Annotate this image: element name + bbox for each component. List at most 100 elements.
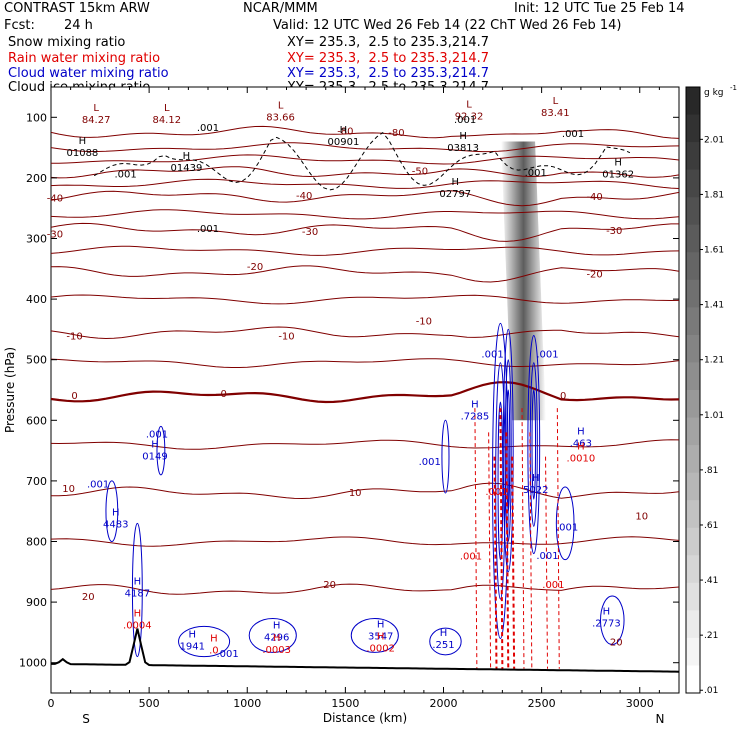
temperature-contour--25: [51, 245, 679, 256]
temperature-label: 0: [221, 389, 227, 400]
field-cloud-water-xy: XY= 235.3, 2.5 to 235.3,214.7: [287, 66, 490, 81]
plot-frame: [50, 86, 680, 694]
temperature-contour-20: [51, 583, 679, 595]
cloud-water-contour: [531, 389, 537, 500]
colorbar-label: .01: [704, 686, 718, 696]
low-marker: L: [278, 101, 284, 112]
y-axis-title: Pressure (hPa): [3, 347, 17, 433]
temperature-contour--80: [51, 125, 679, 139]
terrain-surface: [51, 628, 679, 673]
x-tick-label: 3000: [626, 697, 654, 710]
low-marker: L: [164, 103, 170, 114]
extremum-value: 01088: [66, 148, 98, 159]
colorbar-band: [686, 555, 700, 584]
high-marker: H: [151, 439, 159, 450]
field-rain-name: Rain water mixing ratio: [8, 51, 161, 66]
extremum-value: 83.66: [266, 113, 295, 124]
colorbar-label: 1.01: [704, 411, 724, 421]
colorbar-band: [686, 390, 700, 419]
high-marker: H: [134, 576, 142, 587]
contour-value-label: .001: [114, 170, 136, 181]
temperature-contour--60: [51, 154, 679, 165]
y-tick-label: 400: [26, 293, 47, 306]
colorbar-unit: g kg: [704, 88, 724, 98]
temperature-contour--30: [51, 222, 679, 242]
valid-time: Valid: 12 UTC Wed 26 Feb 14 (22 ChT Wed …: [273, 18, 622, 33]
temperature-contour--50: [51, 166, 679, 179]
cloud-water-contour: [497, 401, 504, 561]
cloud-water-contour: [178, 625, 231, 658]
cloud-water-contour: [429, 627, 462, 656]
cloud-water-contour: [529, 362, 538, 527]
extremum-value: .0: [209, 645, 219, 656]
rain-water-contour: [545, 456, 549, 669]
field-rain-xy: XY= 235.3, 2.5 to 235.3,214.7: [287, 51, 490, 66]
high-marker: H: [532, 473, 540, 484]
x-tick-label: 500: [139, 697, 160, 710]
temperature-label: 10: [62, 484, 75, 495]
snow-mixing-ratio-contour: [93, 132, 631, 191]
extremum-value: 00901: [328, 137, 360, 148]
colorbar-band: [686, 142, 700, 171]
temperature-label: -10: [416, 316, 432, 327]
x-tick-label: 0: [48, 697, 55, 710]
y-tick-label: 200: [26, 172, 47, 185]
contour-value-label: .001: [197, 123, 219, 134]
colorbar-label: 1.41: [704, 301, 724, 311]
temperature-contour--10: [51, 326, 679, 340]
temperature-label: 20: [82, 592, 95, 603]
colorbar-band: [686, 417, 700, 446]
high-marker: H: [112, 507, 120, 518]
high-marker: H: [440, 628, 448, 639]
extremum-value: 3547: [368, 631, 393, 642]
colorbar-band: [686, 279, 700, 308]
colorbar-band: [686, 87, 700, 116]
high-marker: H: [134, 609, 142, 620]
temperature-contour--5: [51, 358, 679, 368]
high-marker: H: [577, 427, 585, 438]
extremum-value: 0149: [142, 451, 167, 462]
south-label: S: [82, 712, 90, 726]
colorbar-label: .21: [704, 631, 718, 641]
extremum-value: .7285: [461, 411, 490, 422]
cloud-ice-shading: [501, 141, 546, 421]
temperature-contour-5: [51, 439, 679, 450]
temperature-label: -30: [302, 227, 318, 238]
temperature-contour--15: [51, 294, 679, 305]
contour-value-label: .001: [481, 350, 503, 361]
extremum-value: 84.12: [152, 115, 181, 126]
high-marker: H: [377, 632, 385, 643]
extremum-value: 4296: [264, 633, 289, 644]
north-label: N: [656, 712, 665, 726]
temperature-contour--40: [51, 190, 679, 207]
cloud-water-contour: [600, 595, 625, 646]
colorbar-label: .81: [704, 466, 718, 476]
x-axis-title: Distance (km): [323, 711, 407, 725]
temperature-label: 20: [610, 637, 623, 648]
contour-value-label: .001: [454, 115, 476, 126]
extremum-value: 84.27: [82, 115, 111, 126]
extremum-value: 92.32: [455, 111, 484, 122]
forecast-label: Fcst:: [4, 18, 35, 33]
colorbar-label: 1.61: [704, 246, 724, 256]
cloud-water-contour: [156, 425, 166, 476]
cloud-water-contour: [555, 486, 575, 561]
high-marker: H: [614, 158, 622, 169]
temperature-label: -30: [606, 226, 622, 237]
contour-value-label: .001: [460, 551, 482, 562]
cloud-water-contour: [502, 328, 514, 573]
extremum-value: 02797: [439, 189, 471, 200]
extremum-value: .0002: [366, 644, 395, 655]
field-snow-name: Snow mixing ratio: [8, 35, 126, 50]
temperature-label: -40: [296, 191, 312, 202]
x-tick-label: 1500: [331, 697, 359, 710]
high-marker: H: [79, 136, 87, 147]
low-marker: L: [553, 96, 559, 107]
low-marker: L: [93, 103, 99, 114]
colorbar-band: [686, 527, 700, 556]
cloud-water-contour: [504, 359, 512, 543]
temperature-contour--20: [51, 265, 679, 283]
colorbar-band: [686, 224, 700, 253]
colorbar-band: [686, 665, 700, 694]
y-tick-label: 500: [26, 354, 47, 367]
